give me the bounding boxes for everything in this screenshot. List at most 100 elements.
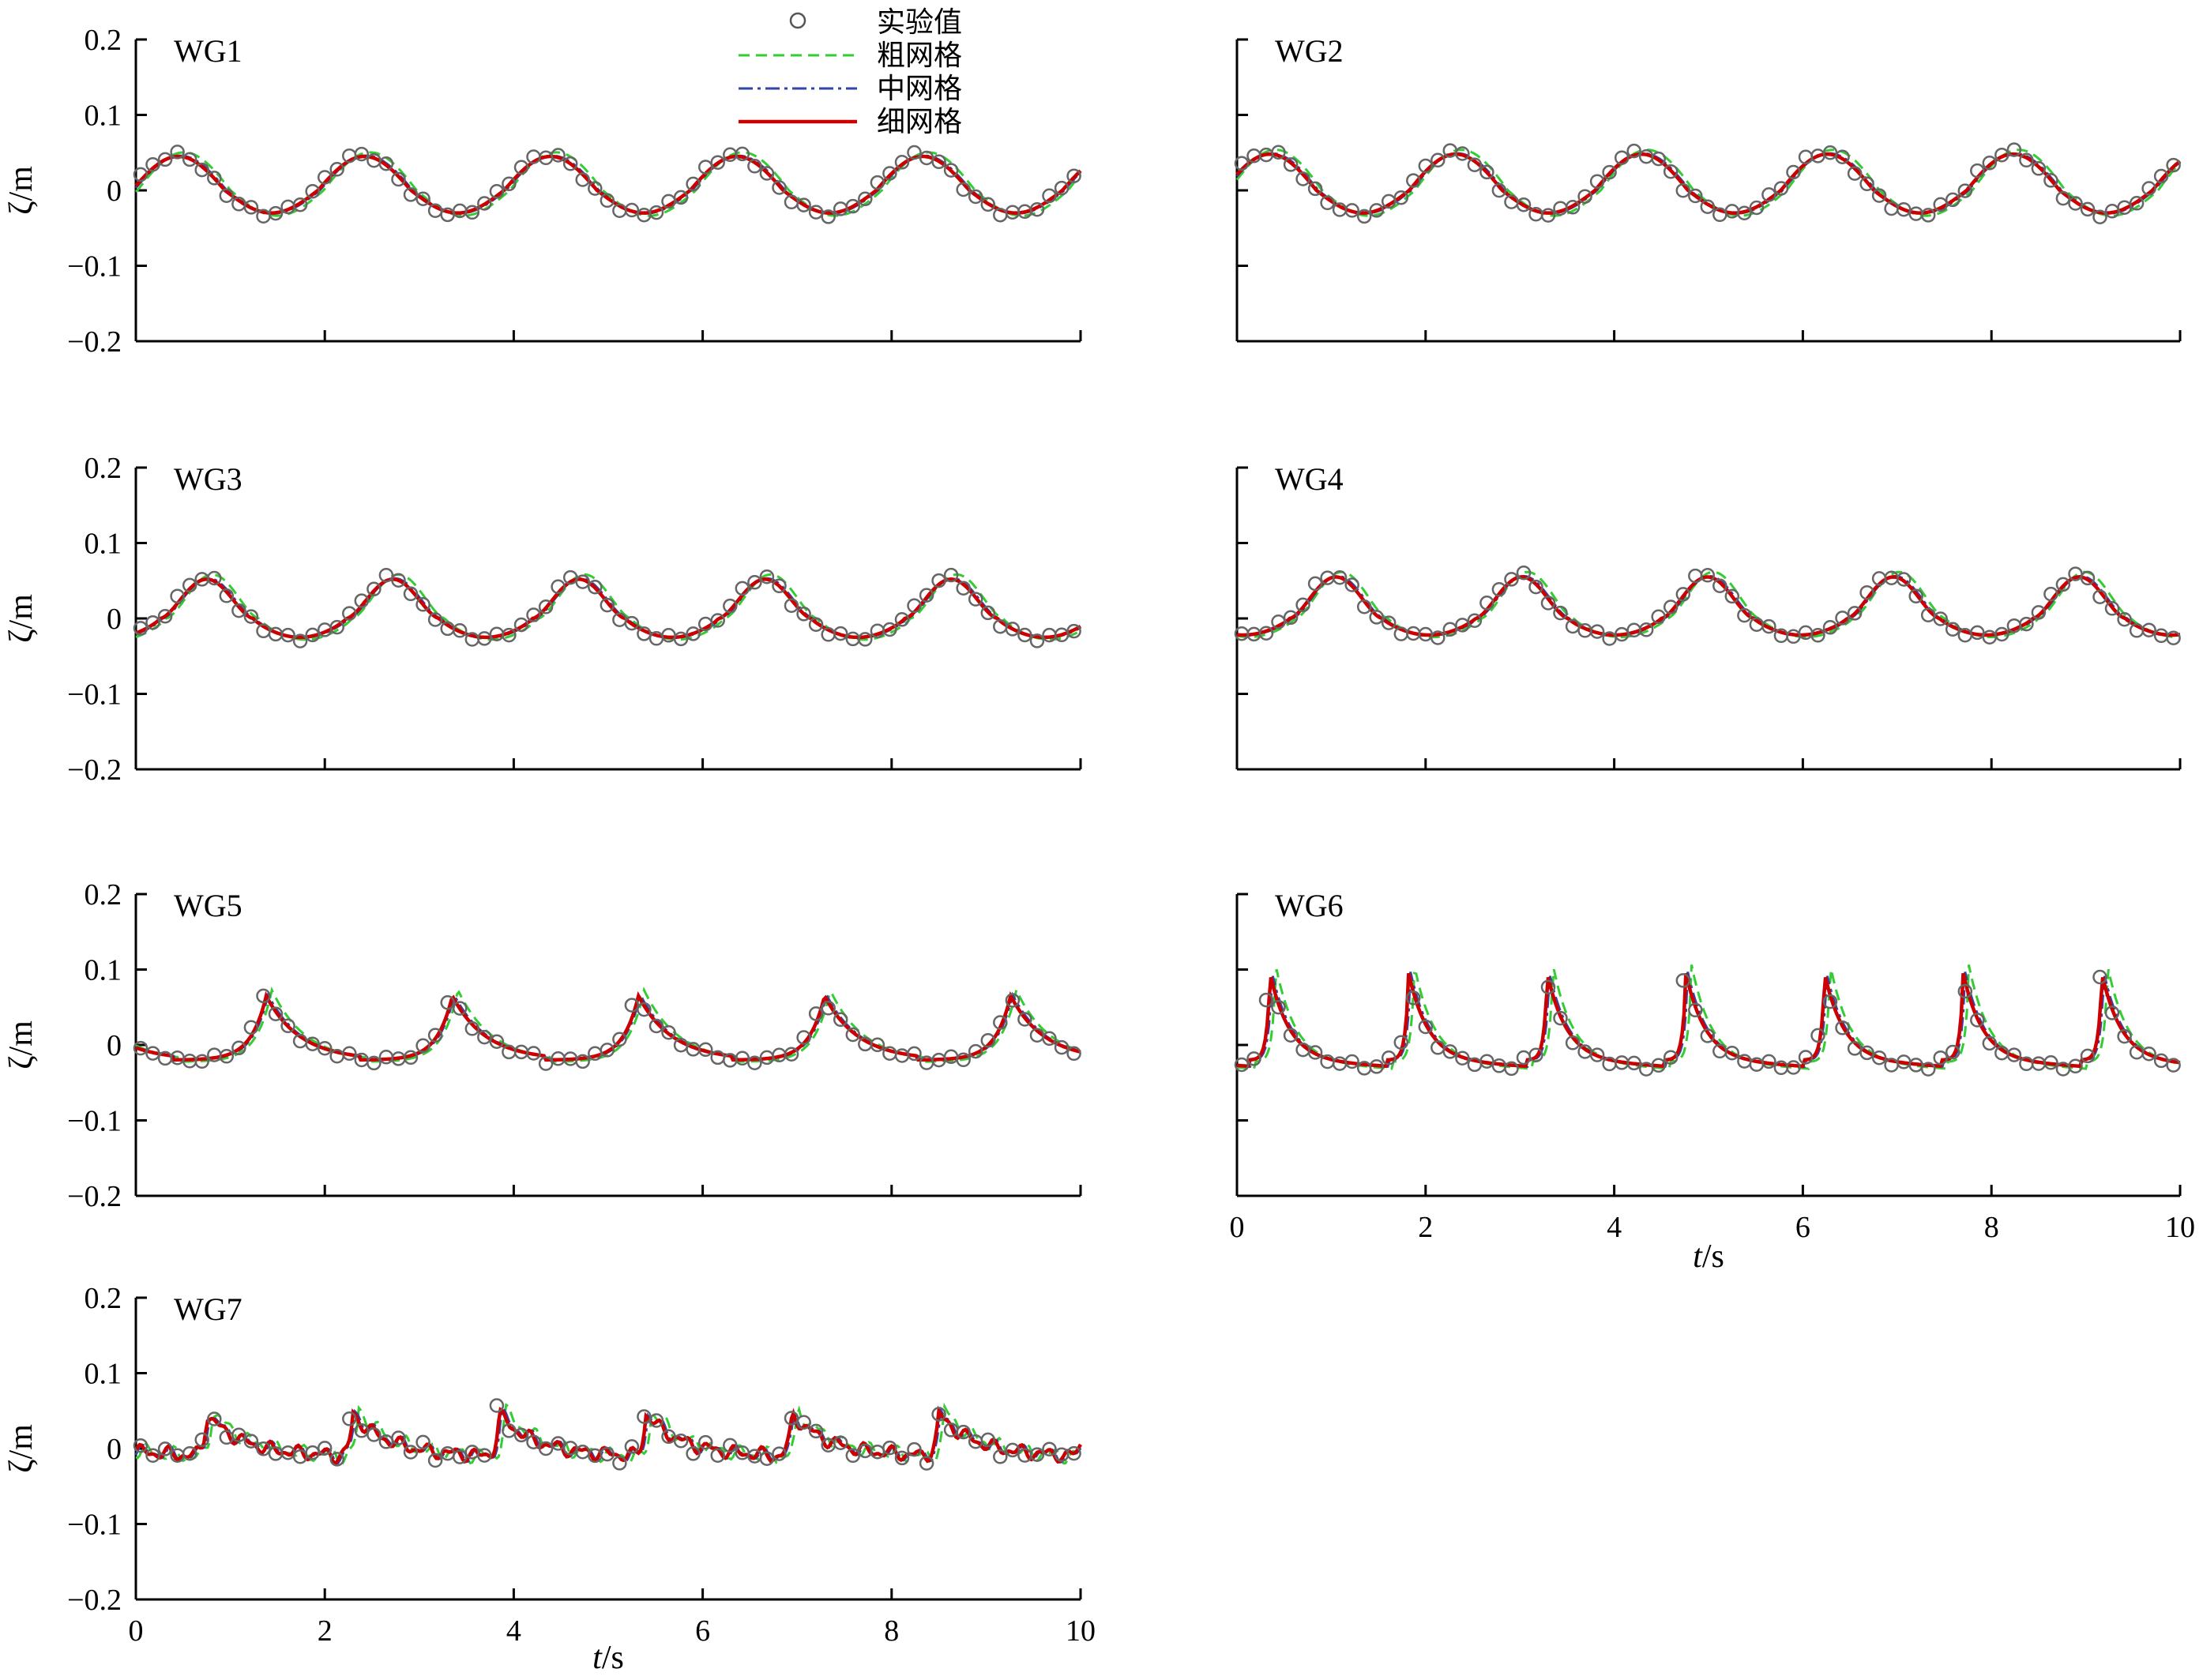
experiment-point: [2068, 1058, 2083, 1074]
experiment-point: [2117, 611, 2132, 627]
experiment-point: [1553, 1010, 1568, 1026]
experiment-point: [329, 162, 344, 177]
experiment-point: [759, 1451, 775, 1466]
experiment-point: [2043, 1055, 2058, 1070]
experiment-point: [1271, 614, 1286, 630]
x-tick-label: 0: [1230, 1211, 1245, 1244]
experiment-point: [1589, 1047, 1605, 1062]
experiment-point: [145, 156, 160, 172]
experiment-point: [661, 1429, 676, 1445]
experiment-point: [648, 205, 664, 220]
experiment-point: [588, 181, 603, 196]
experiment-point: [367, 1055, 382, 1071]
experiment-point: [612, 1032, 627, 1047]
experiment-point: [2043, 173, 2058, 188]
experiment-point: [157, 152, 173, 167]
experiment-point: [403, 187, 419, 202]
experiment-point: [931, 1407, 946, 1422]
experiment-point: [1700, 199, 1716, 214]
experiment-point: [1455, 146, 1470, 161]
experiment-point: [1295, 171, 1310, 186]
experiment-point: [526, 1434, 541, 1449]
experiment-point: [427, 612, 443, 627]
experiment-point: [1638, 622, 1654, 637]
experiment-point: [2153, 168, 2169, 184]
experiment-point: [2104, 601, 2120, 616]
experiment-point: [2117, 1028, 2132, 1044]
experiment-point: [317, 1441, 333, 1456]
experiment-point: [1933, 1050, 1948, 1066]
experiment-point: [1970, 625, 1985, 641]
experiment-point: [243, 1020, 259, 1035]
experiment-point: [2019, 152, 2034, 168]
experiment-point: [845, 1448, 861, 1464]
experiment-point: [1356, 599, 1372, 614]
experiment-point: [2153, 1053, 2169, 1069]
experiment-point: [562, 569, 578, 585]
series-coarse: [1236, 964, 2181, 1070]
experiment-point: [661, 1024, 676, 1040]
experiment-point: [637, 626, 652, 641]
experiment-point: [1406, 990, 1421, 1005]
experiment-point: [637, 1002, 652, 1017]
experiment-point: [1540, 979, 1556, 994]
experiment-point: [1761, 187, 1776, 202]
experiment-point: [858, 191, 873, 207]
experiment-point: [1504, 1061, 1519, 1077]
experiment-point: [575, 574, 590, 589]
experiment-point: [231, 603, 246, 618]
experiment-point: [1005, 622, 1021, 637]
experiment-point: [1005, 993, 1021, 1008]
y-tick-label: 0.1: [85, 528, 122, 561]
experiment-point: [1589, 174, 1605, 189]
experiment-point: [1970, 163, 1985, 179]
experiment-point: [858, 632, 873, 647]
x-tick-label: 4: [1607, 1211, 1622, 1244]
experiment-point: [427, 1028, 443, 1043]
experiment-point: [452, 623, 468, 638]
y-tick-label: 0: [107, 1433, 122, 1466]
experiment-point: [1455, 618, 1470, 633]
experiment-point: [2055, 190, 2071, 206]
experiment-point: [1871, 1050, 1887, 1066]
experiment-point: [1565, 1035, 1581, 1050]
experiment-point: [943, 163, 959, 178]
experiment-point: [502, 627, 517, 643]
x-tick-label: 10: [2165, 1211, 2195, 1244]
y-tick-label: 0.2: [85, 24, 122, 57]
series-fine: [134, 154, 1082, 215]
legend-label: 粗网格: [877, 39, 962, 71]
experiment-point: [808, 1006, 824, 1021]
experiment-point: [367, 581, 382, 597]
experiment-point: [1675, 587, 1691, 602]
experiment-point: [1651, 609, 1666, 625]
experiment-point: [1356, 209, 1372, 224]
experiment-point: [833, 626, 848, 641]
experiment-point: [219, 188, 235, 203]
experiment-point: [182, 1445, 197, 1461]
x-tick-label: 10: [1066, 1614, 1096, 1648]
experiment-point: [845, 1027, 861, 1043]
experiment-point: [489, 1398, 505, 1413]
experiment-point: [1675, 182, 1691, 198]
series-fine: [1236, 972, 2181, 1069]
experiment-point: [772, 1446, 787, 1461]
experiment-point: [1970, 1013, 1985, 1028]
experiment-point: [2006, 1047, 2022, 1062]
experiment-point: [735, 1050, 750, 1066]
experiment-point: [427, 1453, 443, 1468]
experiment-point: [1957, 983, 1973, 999]
experiment-point: [1822, 994, 1838, 1009]
experiment-point: [686, 176, 701, 192]
experiment-point: [1406, 173, 1421, 188]
experiment-point: [1381, 1050, 1397, 1066]
experiment-point: [2080, 570, 2096, 586]
panel-title: WG4: [1275, 461, 1344, 497]
experiment-point: [489, 184, 505, 199]
experiment-point: [821, 1001, 836, 1016]
experiment-point: [943, 567, 959, 583]
experiment-point: [415, 191, 430, 206]
y-tick-label: −0.1: [67, 678, 122, 712]
experiment-point: [1663, 599, 1679, 614]
